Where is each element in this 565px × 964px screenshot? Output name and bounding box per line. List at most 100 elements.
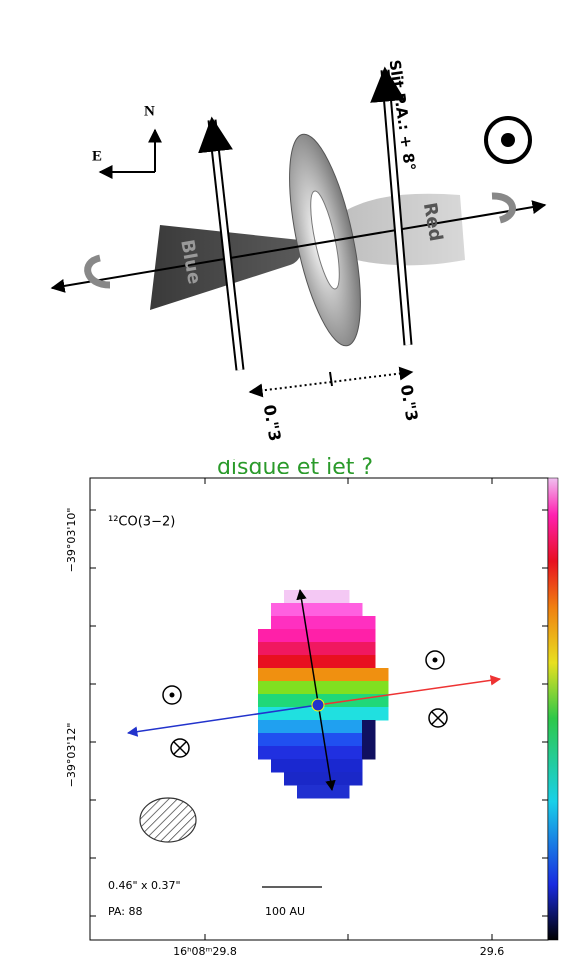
map-pixel: [310, 642, 324, 656]
map-pixel: [284, 668, 298, 682]
away-symbol: [428, 708, 448, 728]
away-symbol: [170, 738, 190, 758]
map-pixel: [284, 733, 298, 747]
map-pixel: [336, 733, 350, 747]
map-pixel: [271, 746, 285, 760]
map-pixel: [258, 733, 272, 747]
map-pixel: [284, 590, 298, 604]
map-pixel: [297, 694, 311, 708]
map-pixel: [375, 707, 389, 721]
map-pixel: [362, 746, 376, 760]
diagram: N E Slit P.A.: + 8° Blue Red 0."3 0."3: [50, 58, 547, 443]
map-pixel: [258, 629, 272, 643]
line-label: ¹²CO(3−2): [108, 515, 175, 530]
toward-symbol: [484, 116, 532, 164]
map-pixel: [336, 616, 350, 630]
map-pixel: [271, 603, 285, 617]
map-pixel: [336, 655, 350, 669]
map-pixel: [362, 707, 376, 721]
map-pixel: [310, 616, 324, 630]
map-pixel: [375, 694, 389, 708]
map-pixel: [297, 707, 311, 721]
map-pixel: [349, 707, 363, 721]
map-pixel: [323, 694, 337, 708]
map-pixel: [349, 772, 363, 786]
map-pixel: [362, 668, 376, 682]
map-pixel: [310, 746, 324, 760]
map-pixel: [310, 603, 324, 617]
map-pixel: [336, 681, 350, 695]
map-pixel: [310, 759, 324, 773]
slit-left: [198, 116, 245, 371]
map-pixel: [362, 642, 376, 656]
map-pixel: [271, 759, 285, 773]
beam-pa: PA: 88: [108, 905, 142, 918]
map-pixel: [349, 629, 363, 643]
red-jet: [317, 675, 502, 706]
map-pixel: [323, 642, 337, 656]
map-pixel: [362, 655, 376, 669]
map-pixel: [284, 616, 298, 630]
map-pixel: [349, 759, 363, 773]
map-pixel: [336, 746, 350, 760]
map-pixel: [284, 772, 298, 786]
map-pixel: [375, 681, 389, 695]
map-pixel: [336, 720, 350, 734]
map-pixel: [323, 603, 337, 617]
map-pixel: [349, 603, 363, 617]
map-pixel: [323, 681, 337, 695]
map-pixel: [310, 785, 324, 799]
map-pixel: [310, 733, 324, 747]
toward-dot: [501, 133, 515, 147]
y-label: −39°03'10": [65, 508, 78, 573]
map-pixel: [284, 759, 298, 773]
map-pixel: [323, 707, 337, 721]
map-pixel: [284, 629, 298, 643]
map-pixel: [284, 642, 298, 656]
map-pixel: [349, 720, 363, 734]
map-pixel: [349, 616, 363, 630]
map-pixel: [323, 668, 337, 682]
map-pixel: [310, 668, 324, 682]
axis-ticks: [90, 478, 548, 940]
map-pixel: [323, 629, 337, 643]
map-pixel: [349, 681, 363, 695]
map-pixel: [349, 655, 363, 669]
beam-size: 0.46" x 0.37": [108, 879, 181, 892]
map-pixel: [349, 668, 363, 682]
map-pixel: [323, 759, 337, 773]
map-pixel: [323, 590, 337, 604]
toward-symbol: [162, 685, 182, 705]
map-pixel: [284, 655, 298, 669]
map-pixel: [271, 707, 285, 721]
colorbar: [547, 477, 559, 941]
map-pixel: [258, 694, 272, 708]
y-label: −39°03'12": [65, 723, 78, 788]
map-pixel: [336, 590, 350, 604]
map-pixel: [284, 694, 298, 708]
compass-e: E: [92, 148, 102, 164]
map-pixel: [336, 668, 350, 682]
map-pixel: [258, 720, 272, 734]
jet-axis: [50, 200, 547, 293]
star: [311, 698, 325, 712]
map-pixel: [284, 720, 298, 734]
map-pixel: [271, 694, 285, 708]
map-pixel: [297, 785, 311, 799]
map-pixel: [362, 681, 376, 695]
map-pixel: [271, 733, 285, 747]
map-pixel: [336, 785, 350, 799]
map-pixel: [375, 668, 389, 682]
map-pixel: [310, 772, 324, 786]
map-pixel: [297, 655, 311, 669]
blue-jet: [126, 704, 319, 737]
map-pixel: [323, 785, 337, 799]
x-label: 16ʰ08ᵐ29.8: [173, 945, 237, 958]
map-pixel: [336, 759, 350, 773]
map-pixel: [258, 681, 272, 695]
map-pixel: [271, 616, 285, 630]
map-pixel: [271, 629, 285, 643]
map-pixel: [284, 707, 298, 721]
rotation-arrow-left: [84, 254, 111, 289]
